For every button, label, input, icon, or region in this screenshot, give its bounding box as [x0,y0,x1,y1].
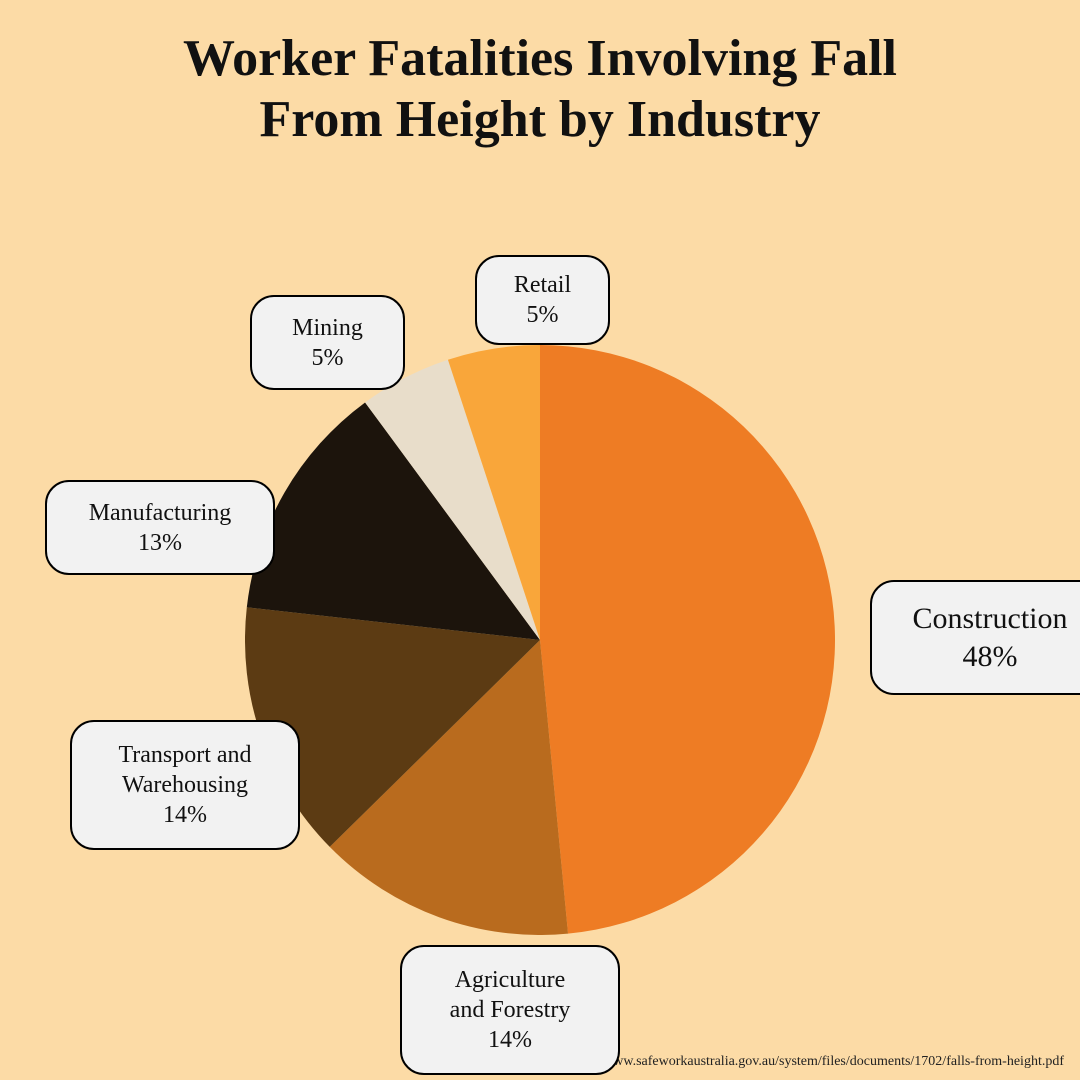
canvas: Worker Fatalities Involving Fall From He… [0,0,1080,1080]
pie-label-name: Mining [292,313,363,343]
title-line-2: From Height by Industry [60,89,1020,150]
pie-slice [540,345,835,934]
pie-label-pct: 48% [963,638,1018,676]
chart-title: Worker Fatalities Involving Fall From He… [60,28,1020,151]
pie-label-name: Construction [913,600,1068,638]
pie-label-pct: 5% [527,300,559,330]
pie-label-name: Transport and [118,740,251,770]
pie-label-pct: 5% [312,343,344,373]
source-citation: https://www.safeworkaustralia.gov.au/sys… [564,1054,1064,1070]
pie-label-name: Warehousing [122,770,248,800]
pie-label: Manufacturing13% [45,480,275,575]
pie-label-name: Retail [514,270,571,300]
pie-label-pct: 14% [488,1025,532,1055]
pie-label: Transport andWarehousing14% [70,720,300,850]
pie-label-pct: 13% [138,528,182,558]
pie-label: Agricultureand Forestry14% [400,945,620,1075]
title-line-1: Worker Fatalities Involving Fall [60,28,1020,89]
pie-label: Mining5% [250,295,405,390]
pie-chart [245,345,835,935]
pie-label-name: Manufacturing [89,498,232,528]
pie-label: Retail5% [475,255,610,345]
pie-label: Construction48% [870,580,1080,695]
pie-label-name: and Forestry [450,995,571,1025]
pie-label-name: Agriculture [455,965,566,995]
pie-label-pct: 14% [163,800,207,830]
